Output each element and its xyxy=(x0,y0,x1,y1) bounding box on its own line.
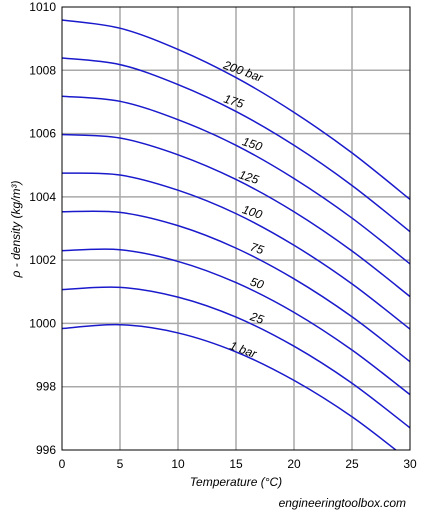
series-label: 150 xyxy=(241,134,265,154)
series-line xyxy=(62,133,410,298)
y-tick-label: 1008 xyxy=(29,63,56,77)
series-label: 25 xyxy=(247,309,265,327)
y-tick-label: 1004 xyxy=(29,190,56,204)
x-tick-labels: 0 5 10 15 20 25 30 xyxy=(59,457,417,471)
y-tick-label: 998 xyxy=(36,380,56,394)
y-axis-title: ρ - density (kg/m³) xyxy=(9,181,23,279)
series-label: 100 xyxy=(241,202,265,222)
y-tick-label: 1006 xyxy=(29,127,56,141)
x-tick-label: 0 xyxy=(59,457,66,471)
y-tick-label: 996 xyxy=(36,443,56,457)
series-line xyxy=(62,210,410,363)
y-tick-label: 1002 xyxy=(29,253,56,267)
series-line xyxy=(62,95,410,265)
y-tick-label: 1000 xyxy=(29,316,56,330)
x-tick-label: 20 xyxy=(287,457,301,471)
plot-frame xyxy=(61,6,411,451)
source-label: engineeringtoolbox.com xyxy=(279,496,406,510)
y-tick-label: 1010 xyxy=(29,0,56,14)
x-tick-label: 30 xyxy=(403,457,417,471)
grid-lines xyxy=(62,7,410,450)
series-line xyxy=(62,57,410,233)
series-label: 50 xyxy=(248,275,265,293)
series-label: 175 xyxy=(222,92,246,112)
x-axis-title: Temperature (°C) xyxy=(190,475,282,489)
series-line xyxy=(62,248,410,396)
series-line xyxy=(62,286,410,429)
series-lines xyxy=(62,19,410,450)
series-label: 75 xyxy=(248,240,265,258)
series-label: 125 xyxy=(237,167,261,187)
x-tick-label: 10 xyxy=(171,457,185,471)
series-line xyxy=(62,323,398,450)
x-tick-label: 25 xyxy=(345,457,359,471)
series-line xyxy=(62,172,410,330)
series-line xyxy=(62,19,410,200)
x-tick-label: 5 xyxy=(117,457,124,471)
y-tick-labels: 996 998 1000 1002 1004 1006 1008 1010 xyxy=(29,0,56,457)
x-tick-label: 15 xyxy=(229,457,243,471)
